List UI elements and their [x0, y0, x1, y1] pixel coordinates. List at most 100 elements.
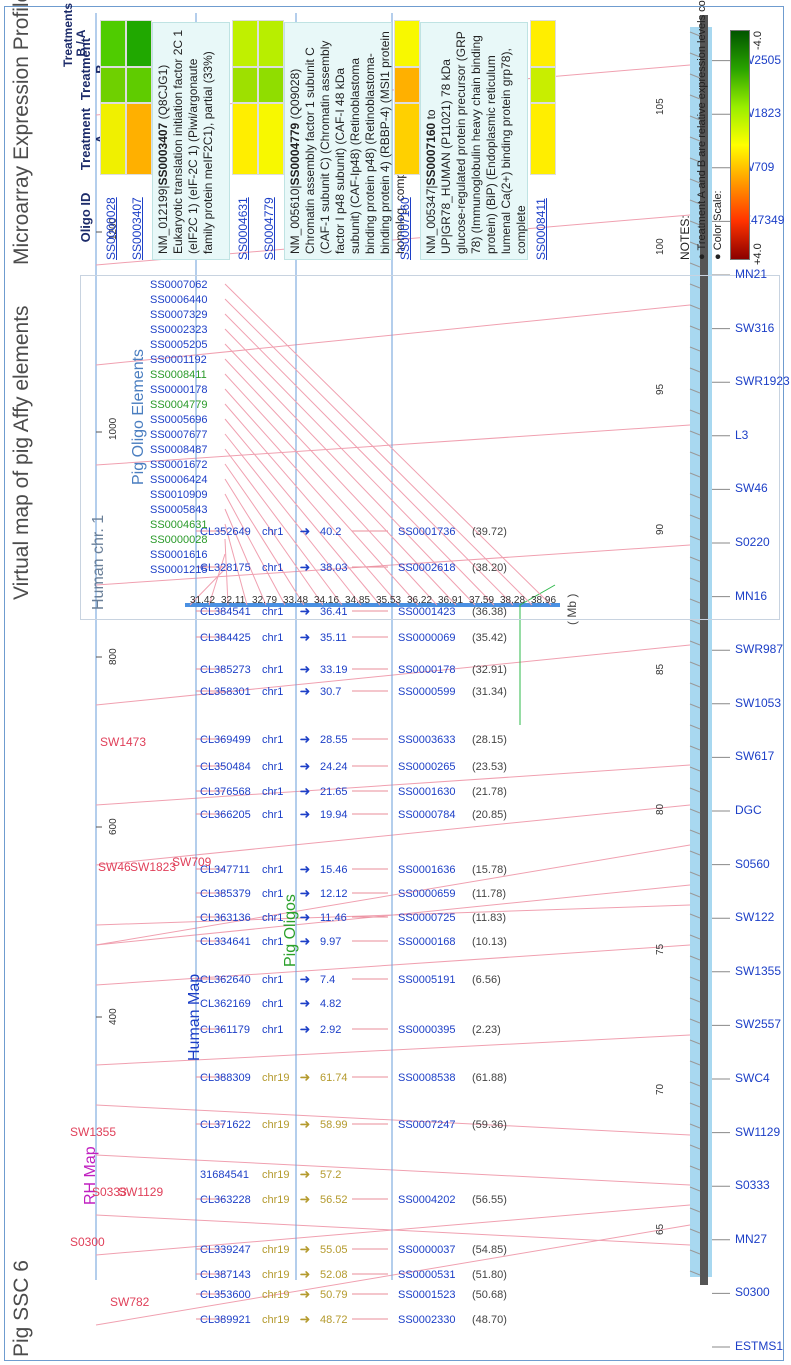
pig-cm-minor-tick: [689, 1060, 701, 1066]
human-cl-id: CL371622: [200, 1119, 251, 1131]
human-cl-id: CL363136: [200, 912, 251, 924]
expression-cell-ba: [232, 20, 258, 67]
oligo-element-link: [224, 403, 400, 606]
human-cl-id: CL385379: [200, 888, 251, 900]
human-pos: 33.19: [320, 664, 348, 676]
pig-marker-label: SW122: [735, 910, 775, 925]
human-pos: 7.4: [320, 974, 336, 986]
oligo-element-label: SS0001672: [150, 459, 208, 471]
human-arrow-icon: ➜: [299, 1069, 311, 1085]
desc-accession: NM_005610|: [288, 185, 302, 255]
pig-oligo-value: (54.85): [472, 1244, 507, 1256]
oligo-id-link[interactable]: SS0000028: [104, 197, 118, 260]
human-chr: chr1: [262, 809, 284, 821]
rh-tick: 1000: [108, 417, 119, 440]
human-arrow-icon: ➜: [299, 603, 311, 619]
human-cl-id: CL358301: [200, 686, 251, 698]
pig-oligo-id: SS0000168: [398, 936, 456, 948]
pig-oligo-id: SS0000395: [398, 1024, 456, 1036]
desc-accession: NM_012199|: [156, 185, 170, 255]
pig-oligo-value: (51.80): [472, 1269, 507, 1281]
pig-oligo-value: (31.34): [472, 686, 507, 698]
human-cl-id: CL388309: [200, 1072, 251, 1084]
pig-marker-label: SW2557: [735, 1017, 782, 1032]
human-arrow-icon: ➜: [299, 909, 311, 925]
pig-cm-tick: 90: [655, 523, 666, 535]
human-pos: 9.97: [320, 936, 342, 948]
pig-oligo-value: (48.70): [472, 1314, 507, 1326]
rh-marker-label: SW782: [110, 1295, 150, 1309]
pig-ssc-title: Pig SSC 6: [10, 1260, 33, 1357]
oligo-description: NM_005610|SS0004779 (Q09028) Chromatin a…: [284, 22, 407, 260]
human-chr: chr1: [262, 936, 284, 948]
pig-cm-minor-tick: [689, 430, 701, 436]
pig-oligo-value: (10.13): [472, 936, 507, 948]
pig-cm-minor-tick: [689, 1249, 701, 1255]
pig-cm-minor-tick: [689, 871, 701, 877]
human-arrow-icon: ➜: [299, 971, 311, 987]
treatment-ba-header: Treatments B / A: [61, 2, 88, 67]
pig-oligo-value: (15.78): [472, 864, 507, 876]
oligo-id-link[interactable]: SS0007160: [398, 197, 412, 260]
notes-title: NOTES:: [678, 215, 692, 260]
oligo-element-link: [224, 463, 324, 606]
virtual-tick: 32.11: [221, 595, 246, 606]
oligo-id-link[interactable]: SS0008411: [534, 198, 548, 260]
oligo-element-link: [224, 328, 495, 606]
human-cl-id: CL389921: [200, 1314, 251, 1326]
virtual-tick: 33.48: [283, 595, 309, 606]
human-pos: 38.03: [320, 562, 348, 574]
pig-chromosome-bar: [700, 15, 708, 1285]
rh-marker-label: SW1823: [130, 860, 177, 874]
human-cl-id: CL387143: [200, 1269, 251, 1281]
pig-marker-label: DGC: [735, 803, 762, 817]
oligo-element-link: [224, 478, 305, 606]
expression-cell-a: [394, 103, 420, 175]
pig-oligo-id: SS0000265: [398, 761, 456, 773]
oligo-id-link[interactable]: SS0003407: [130, 197, 144, 260]
rh-to-pig-link: [95, 764, 691, 806]
virtual-tick: 36.91: [438, 595, 464, 606]
oligo-id-link[interactable]: SS0004631: [236, 197, 250, 260]
pig-cm-minor-tick: [689, 451, 701, 457]
pig-cm-minor-tick: [689, 304, 701, 310]
human-pos: 4.82: [320, 998, 342, 1010]
human-pos: 52.08: [320, 1269, 348, 1281]
pig-oligo-id: SS0001630: [398, 786, 456, 798]
human-chr: chr1: [262, 998, 284, 1010]
human-chr: chr19: [262, 1289, 290, 1301]
pig-oligo-value: (28.15): [472, 734, 507, 746]
pig-oligo-value: (21.78): [472, 786, 507, 798]
pig-oligo-id: SS0000784: [398, 809, 456, 821]
rh-to-pig-link: [95, 424, 691, 466]
oligo-element-label: SS0005205: [150, 339, 208, 351]
human-cl-id: CL384541: [200, 606, 251, 618]
human-arrow-icon: ➜: [299, 806, 311, 822]
human-arrow-icon: ➜: [299, 1166, 311, 1182]
rh-to-pig-link: [95, 944, 691, 986]
pig-cm-minor-tick: [689, 1165, 701, 1171]
pig-oligo-id: SS0003633: [398, 734, 456, 746]
expression-cell-a: [530, 103, 556, 175]
human-chr-label: Human chr. 1: [90, 514, 107, 610]
human-cl-id: CL362169: [200, 998, 251, 1010]
virtual-tick: 34.16: [314, 595, 340, 606]
pig-cm-minor-tick: [689, 598, 701, 604]
human-chr: chr19: [262, 1244, 290, 1256]
pig-cm-tick: 70: [655, 1083, 666, 1095]
scale-max: -4.0: [752, 31, 764, 50]
pig-marker-label: SWR987: [735, 642, 784, 657]
human-arrow-icon: ➜: [299, 933, 311, 949]
oligo-element-label: SS0005843: [150, 504, 208, 516]
rh-to-pig-link: [95, 844, 691, 946]
pig-oligo-value: (35.42): [472, 632, 507, 644]
oligo-element-label: SS0005696: [150, 414, 208, 426]
pig-oligo-value: (32.91): [472, 664, 507, 676]
pig-cm-tick: 95: [655, 383, 666, 395]
human-chr: chr1: [262, 664, 284, 676]
pig-cm-minor-tick: [689, 850, 701, 856]
pig-marker-label: SWC4: [735, 1071, 770, 1085]
pig-oligo-value: (61.88): [472, 1072, 507, 1084]
pig-cm-tick: 75: [655, 943, 666, 955]
oligo-id-link[interactable]: SS0004779: [262, 197, 276, 260]
